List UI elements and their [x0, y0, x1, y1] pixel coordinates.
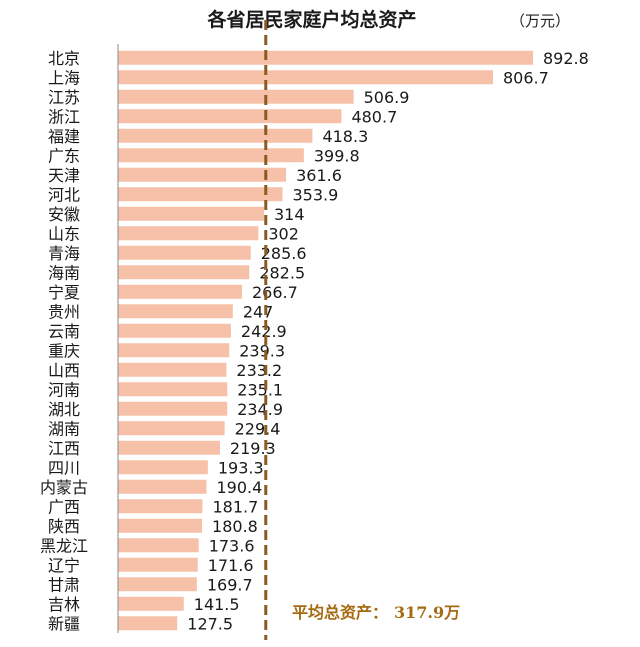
bar-15	[118, 343, 230, 358]
category-label-12: 宁夏	[48, 283, 80, 302]
unit-label: （万元）	[510, 12, 570, 30]
bar-16	[118, 362, 227, 377]
value-label-24: 180.8	[212, 517, 258, 536]
value-label-6: 361.6	[296, 166, 342, 185]
category-labels: 北京上海江苏浙江福建广东天津河北安徽山东青海海南宁夏贵州云南重庆山西河南湖北湖南…	[40, 49, 88, 634]
bar-8	[118, 206, 264, 221]
category-label-24: 陕西	[48, 517, 80, 536]
category-label-9: 山东	[48, 224, 80, 243]
bar-21	[118, 460, 208, 475]
value-label-9: 302	[268, 224, 299, 243]
bar-0	[118, 50, 533, 65]
category-label-20: 江西	[48, 439, 80, 458]
value-label-16: 233.2	[236, 361, 282, 380]
bar-5	[118, 148, 304, 163]
category-label-17: 河南	[48, 380, 80, 399]
bar-24	[118, 518, 203, 533]
bars-group	[118, 50, 533, 631]
value-label-20: 219.3	[230, 439, 276, 458]
category-label-13: 贵州	[48, 302, 80, 321]
value-label-19: 229.4	[235, 419, 281, 438]
category-label-3: 浙江	[48, 107, 80, 126]
value-label-0: 892.8	[543, 49, 589, 68]
bar-10	[118, 245, 251, 260]
bar-25	[118, 538, 199, 553]
value-label-2: 506.9	[364, 88, 410, 107]
value-label-21: 193.3	[218, 458, 264, 477]
bar-23	[118, 499, 203, 514]
value-label-22: 190.4	[217, 478, 263, 497]
category-label-23: 广西	[48, 497, 80, 516]
category-label-2: 江苏	[48, 88, 80, 107]
bar-4	[118, 128, 313, 143]
category-label-29: 新疆	[48, 614, 80, 633]
category-label-8: 安徽	[48, 205, 80, 224]
value-label-17: 235.1	[237, 380, 283, 399]
category-label-4: 福建	[48, 127, 80, 146]
bar-3	[118, 109, 342, 124]
average-label: 平均总资产： 317.9万	[292, 603, 460, 622]
category-label-19: 湖南	[48, 419, 80, 438]
value-label-15: 239.3	[239, 341, 285, 360]
value-label-3: 480.7	[351, 107, 397, 126]
bar-29	[118, 616, 178, 631]
average-label-prefix: 平均总资产：	[292, 603, 388, 622]
bar-1	[118, 70, 493, 85]
bar-2	[118, 89, 354, 104]
value-label-25: 173.6	[209, 536, 255, 555]
bar-27	[118, 577, 197, 592]
value-label-5: 399.8	[314, 146, 360, 165]
value-label-4: 418.3	[322, 127, 368, 146]
value-label-18: 234.9	[237, 400, 283, 419]
value-label-13: 247	[243, 302, 274, 321]
bar-14	[118, 323, 231, 338]
category-label-15: 重庆	[48, 341, 80, 360]
value-label-23: 181.7	[212, 497, 258, 516]
category-label-1: 上海	[48, 68, 80, 87]
value-label-10: 285.6	[261, 244, 307, 263]
bar-20	[118, 440, 220, 455]
value-label-27: 169.7	[207, 575, 253, 594]
value-label-26: 171.6	[208, 556, 254, 575]
bar-18	[118, 401, 228, 416]
bar-9	[118, 226, 259, 241]
category-label-14: 云南	[48, 322, 80, 341]
value-label-29: 127.5	[187, 614, 233, 633]
category-label-11: 海南	[48, 263, 80, 282]
category-label-6: 天津	[48, 166, 80, 185]
bar-13	[118, 304, 233, 319]
value-label-28: 141.5	[194, 595, 240, 614]
category-label-25: 黑龙江	[40, 536, 88, 555]
bar-26	[118, 557, 198, 572]
category-label-28: 吉林	[48, 595, 80, 614]
category-label-18: 湖北	[48, 400, 80, 419]
value-label-1: 806.7	[503, 68, 549, 87]
category-label-26: 辽宁	[48, 556, 80, 575]
category-label-16: 山西	[48, 361, 80, 380]
bar-12	[118, 284, 242, 299]
value-label-8: 314	[274, 205, 305, 224]
average-label-value: 317.9万	[394, 603, 460, 622]
category-label-22: 内蒙古	[40, 478, 88, 497]
bar-7	[118, 187, 283, 202]
value-label-12: 266.7	[252, 283, 298, 302]
bar-11	[118, 265, 250, 280]
bar-19	[118, 421, 225, 436]
category-label-21: 四川	[48, 458, 80, 477]
category-label-27: 甘肃	[48, 575, 80, 594]
bar-28	[118, 596, 184, 611]
chart-title: 各省居民家庭户均总资产	[206, 8, 416, 31]
value-label-14: 242.9	[241, 322, 287, 341]
value-label-7: 353.9	[293, 185, 339, 204]
category-label-5: 广东	[48, 146, 80, 165]
value-label-11: 282.5	[259, 263, 305, 282]
bar-17	[118, 382, 228, 397]
bar-6	[118, 167, 287, 182]
bar-22	[118, 479, 207, 494]
category-label-0: 北京	[48, 49, 80, 68]
category-label-10: 青海	[48, 244, 80, 263]
category-label-7: 河北	[48, 185, 80, 204]
